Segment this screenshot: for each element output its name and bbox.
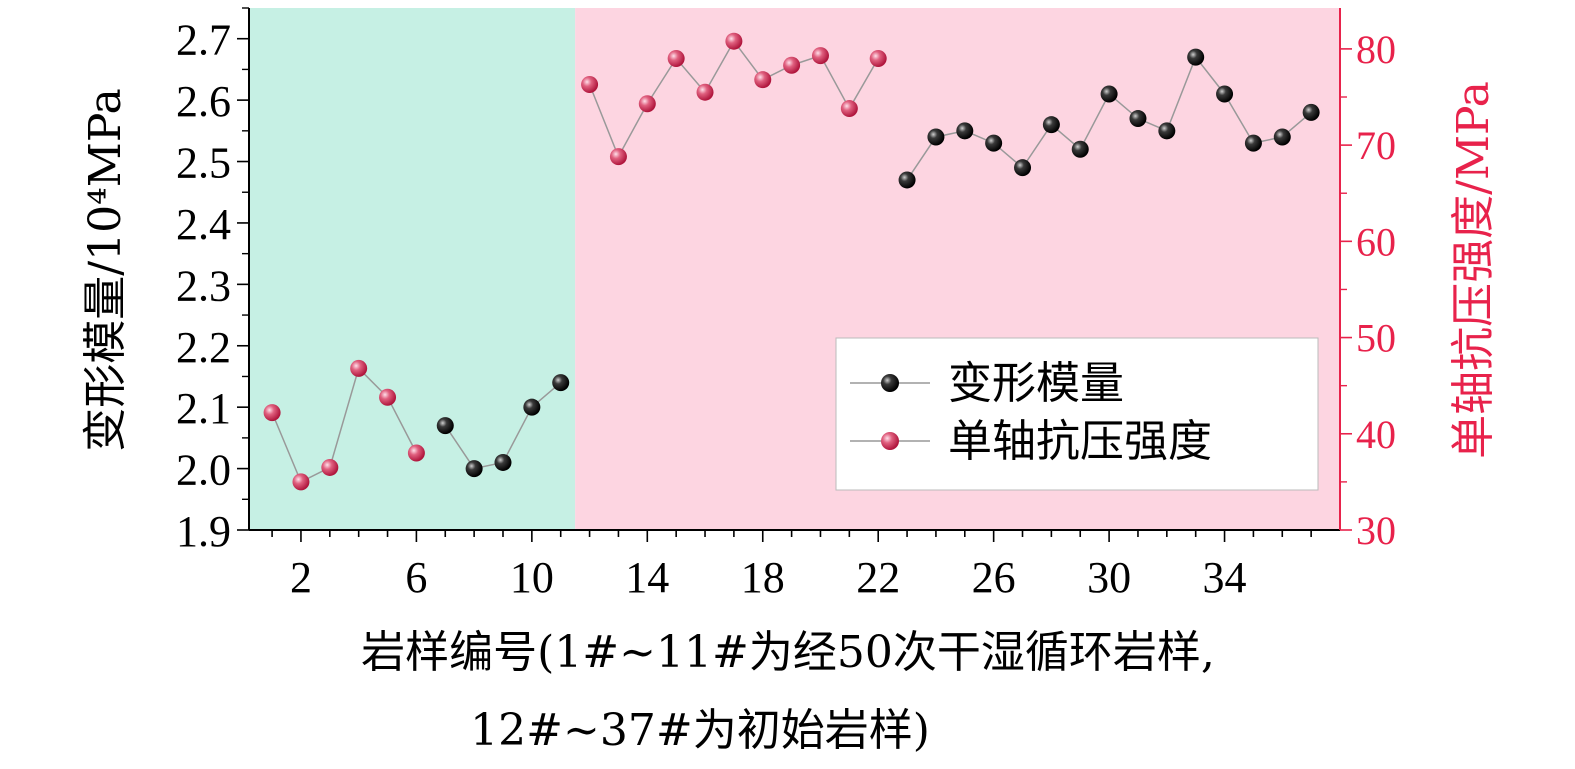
y-left-tick-label-7: 2.6 xyxy=(176,77,231,126)
point-modulus-36 xyxy=(1273,128,1291,146)
y-left-tick-label-8: 2.7 xyxy=(176,16,231,65)
region-0 xyxy=(249,8,576,530)
legend-marker-modulus xyxy=(881,374,899,392)
point-modulus-32 xyxy=(1158,122,1176,140)
x-tick-label-30: 30 xyxy=(1087,553,1131,602)
point-strength-4 xyxy=(350,359,368,377)
point-modulus-27 xyxy=(1014,159,1032,177)
point-modulus-30 xyxy=(1100,85,1118,103)
series-line-strength-0 xyxy=(271,366,418,483)
y-left-tick-label-6: 2.5 xyxy=(176,139,231,188)
point-modulus-25 xyxy=(956,122,974,140)
point-modulus-31 xyxy=(1129,110,1147,128)
y-left-tick-label-1: 2.0 xyxy=(176,446,231,495)
point-modulus-33 xyxy=(1187,48,1205,66)
x-tick-label-26: 26 xyxy=(972,553,1016,602)
y-left-tick-label-5: 2.4 xyxy=(176,200,231,249)
point-modulus-29 xyxy=(1071,140,1089,158)
x-tick-label-18: 18 xyxy=(741,553,785,602)
point-strength-5 xyxy=(379,388,397,406)
point-modulus-37 xyxy=(1302,103,1320,121)
series-points xyxy=(263,32,1320,491)
x-axis-title-line1: 岩样编号(1#~11#为经50次干湿循环岩样, xyxy=(361,627,1215,678)
point-strength-22 xyxy=(869,50,887,68)
point-modulus-9 xyxy=(494,453,512,471)
point-modulus-34 xyxy=(1216,85,1234,103)
y-right-tick-label-3: 60 xyxy=(1356,219,1396,264)
y-right-tick-label-2: 50 xyxy=(1356,316,1396,361)
point-modulus-26 xyxy=(985,134,1003,152)
legend-box xyxy=(835,337,1319,491)
axes xyxy=(237,7,1352,542)
y-axis-right-title: 单轴抗压强度/MPa xyxy=(1448,81,1499,459)
point-strength-15 xyxy=(667,50,685,68)
point-strength-20 xyxy=(811,47,829,65)
point-modulus-35 xyxy=(1244,134,1262,152)
x-tick-label-14: 14 xyxy=(625,553,669,602)
point-strength-19 xyxy=(783,56,801,74)
y-left-tick-label-3: 2.2 xyxy=(176,323,231,372)
point-strength-13 xyxy=(609,148,627,166)
point-modulus-8 xyxy=(465,460,483,478)
x-axis-title-line2: 12#~37#为初始岩样) xyxy=(470,705,930,756)
y-left-tick-label-4: 2.3 xyxy=(176,261,231,310)
point-strength-14 xyxy=(638,95,656,113)
point-strength-12 xyxy=(581,75,599,93)
legend-label-strength: 单轴抗压强度 xyxy=(948,416,1212,467)
y-left-tick-label-0: 1.9 xyxy=(176,507,231,556)
point-strength-17 xyxy=(725,32,743,50)
x-tick-label-2: 2 xyxy=(290,553,312,602)
y-left-tick-label-2: 2.1 xyxy=(176,384,231,433)
point-modulus-11 xyxy=(552,374,570,392)
y-right-tick-label-1: 40 xyxy=(1356,412,1396,457)
x-tick-label-6: 6 xyxy=(405,553,427,602)
point-strength-3 xyxy=(321,458,339,476)
point-strength-18 xyxy=(754,71,772,89)
point-strength-1 xyxy=(263,404,281,422)
point-strength-16 xyxy=(696,83,714,101)
x-tick-label-34: 34 xyxy=(1203,553,1247,602)
point-modulus-23 xyxy=(898,171,916,189)
point-modulus-28 xyxy=(1042,116,1060,134)
tick-labels: 2 6 10 14 18 22 26 30 341.92.02.12.22.32.42.52.6… xyxy=(176,16,1396,602)
x-tick-label-22: 22 xyxy=(856,553,900,602)
point-modulus-10 xyxy=(523,398,541,416)
y-axis-left-title: 变形模量/10⁴MPa xyxy=(80,88,131,451)
point-strength-21 xyxy=(840,100,858,118)
point-modulus-7 xyxy=(436,417,454,435)
point-modulus-24 xyxy=(927,128,945,146)
legend-marker-strength xyxy=(881,432,899,450)
point-strength-2 xyxy=(292,473,310,491)
legend-label-modulus: 变形模量 xyxy=(948,358,1124,409)
y-right-tick-label-0: 30 xyxy=(1356,508,1396,553)
point-strength-6 xyxy=(407,444,425,462)
y-right-tick-label-5: 80 xyxy=(1356,27,1396,72)
legend: 变形模量 单轴抗压强度 xyxy=(835,337,1319,491)
y-right-tick-label-4: 70 xyxy=(1356,123,1396,168)
x-tick-label-10: 10 xyxy=(510,553,554,602)
